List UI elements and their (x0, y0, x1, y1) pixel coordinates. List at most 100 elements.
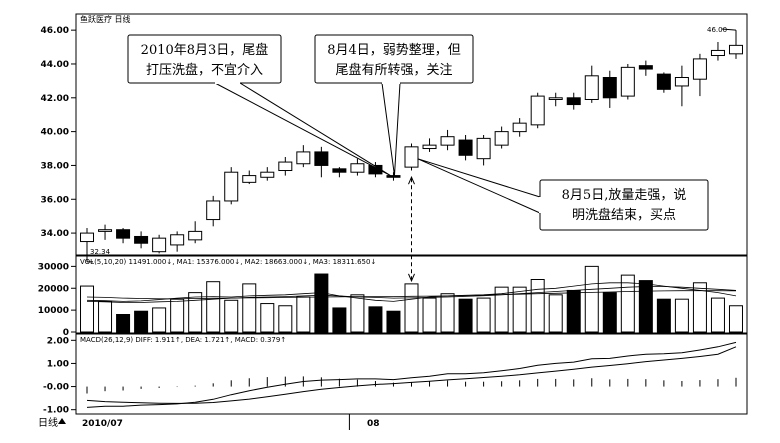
volume-bar (710, 297, 725, 333)
candle-body (512, 122, 527, 133)
macd-panel-frame (75, 333, 748, 415)
candle-body (728, 44, 743, 55)
volume-bar (692, 282, 707, 333)
candle-body (566, 97, 581, 106)
volume-bar (476, 297, 491, 333)
candle-body (404, 146, 419, 168)
volume-bar (224, 299, 239, 333)
volume-bar (584, 265, 599, 333)
candle-body (440, 136, 455, 146)
period-label: 日线 (38, 416, 58, 429)
callout-text: 明洗盘结束，买点 (572, 207, 676, 223)
volume-bar (602, 292, 617, 333)
volume-bar (314, 273, 329, 333)
candle-body (584, 75, 599, 100)
volume-bar (98, 300, 113, 333)
candle-body (134, 235, 149, 244)
candle-body (494, 131, 509, 146)
candle-body (458, 139, 473, 156)
volume-bar (296, 296, 311, 333)
candle-body (656, 73, 671, 90)
price-y-tick-label: 42.00 (41, 94, 69, 104)
volume-bar (350, 294, 365, 333)
volume-bar (638, 280, 653, 333)
volume-ma20-line (86, 290, 737, 300)
volume-bar (620, 274, 635, 333)
volume-bar (656, 298, 671, 333)
x-label-start: 2010/07 (82, 419, 123, 429)
candle-body (620, 66, 635, 97)
candle-body (80, 232, 95, 243)
candle-body (674, 77, 689, 87)
volume-bar (458, 298, 473, 333)
volume-bar (206, 281, 221, 333)
price-y-tick-label: 38.00 (41, 161, 69, 171)
volume-bar (386, 310, 401, 333)
volume-ma10-line (86, 286, 737, 303)
candle-body (260, 171, 275, 178)
macd-dea-line (86, 346, 737, 404)
marker-arrow-down-icon (408, 273, 415, 283)
callout-box (127, 34, 282, 84)
volume-bar (422, 297, 437, 333)
price-y-tick-label: 34.00 (41, 229, 69, 239)
candle-body (98, 229, 113, 232)
low-price-label: 32.34 (90, 248, 111, 256)
period-arrow-icon (58, 418, 66, 424)
volume-bar (170, 298, 185, 333)
high-price-label: 46.00 (707, 26, 727, 34)
macd-y-tick-label: -1.00 (43, 406, 69, 416)
volume-y-tick-label: 30000 (38, 262, 69, 272)
price-panel-title: 鱼跃医疗 日线 (80, 14, 131, 24)
volume-bar (548, 294, 563, 333)
price-panel-frame (75, 13, 748, 256)
candle-body (332, 168, 347, 173)
callout-text: 尾盘有所转强，关注 (335, 62, 452, 78)
candle-body (224, 171, 239, 202)
candle-body (350, 163, 365, 173)
macd-y-tick-label: -0.00 (43, 383, 69, 393)
volume-bar (116, 314, 131, 333)
volume-bar (332, 307, 347, 333)
callout-text: 打压洗盘，不宜介入 (146, 62, 263, 78)
volume-y-tick-label: 10000 (38, 306, 69, 316)
price-y-tick-label: 44.00 (41, 60, 69, 70)
price-y-tick-label: 40.00 (41, 128, 69, 138)
volume-ma5-line (86, 282, 737, 302)
candle-body (242, 175, 257, 183)
volume-bar (674, 298, 689, 333)
candle-body (188, 230, 203, 241)
volume-panel-header: VOL(5,10,20) 11491.000↓, MA1: 15376.000↓… (80, 258, 376, 266)
candle-body (710, 49, 725, 57)
volume-bar (512, 286, 527, 333)
callout-text: 2010年8月3日，尾盘 (141, 42, 269, 58)
callout-text: 8月4日，弱势整理，但 (327, 42, 461, 58)
macd-diff-line (86, 341, 737, 408)
candle-body (368, 164, 383, 175)
macd-y-tick-label: 1.00 (47, 359, 69, 369)
callout-pointer (417, 158, 541, 214)
candle-body (530, 95, 545, 126)
volume-bar (440, 293, 455, 333)
volume-bar (242, 283, 257, 333)
high-price-pointer (721, 28, 737, 31)
callout-pointer (381, 82, 401, 176)
volume-bar (152, 307, 167, 333)
marker-arrow-up-icon (408, 175, 415, 185)
candle-body (206, 200, 221, 221)
volume-bar (728, 305, 743, 333)
volume-bar (80, 285, 95, 333)
macd-y-tick-label: 2.00 (47, 336, 69, 346)
volume-y-tick-label: 20000 (38, 284, 69, 294)
candle-body (386, 175, 401, 178)
candle-body (170, 234, 185, 246)
candle-body (692, 58, 707, 80)
volume-bar (404, 283, 419, 333)
candle-body (602, 77, 617, 99)
volume-bar (278, 305, 293, 333)
volume-bar (530, 279, 545, 333)
volume-bar (566, 289, 581, 333)
volume-bar (260, 303, 275, 333)
callout-pointer (214, 82, 391, 177)
